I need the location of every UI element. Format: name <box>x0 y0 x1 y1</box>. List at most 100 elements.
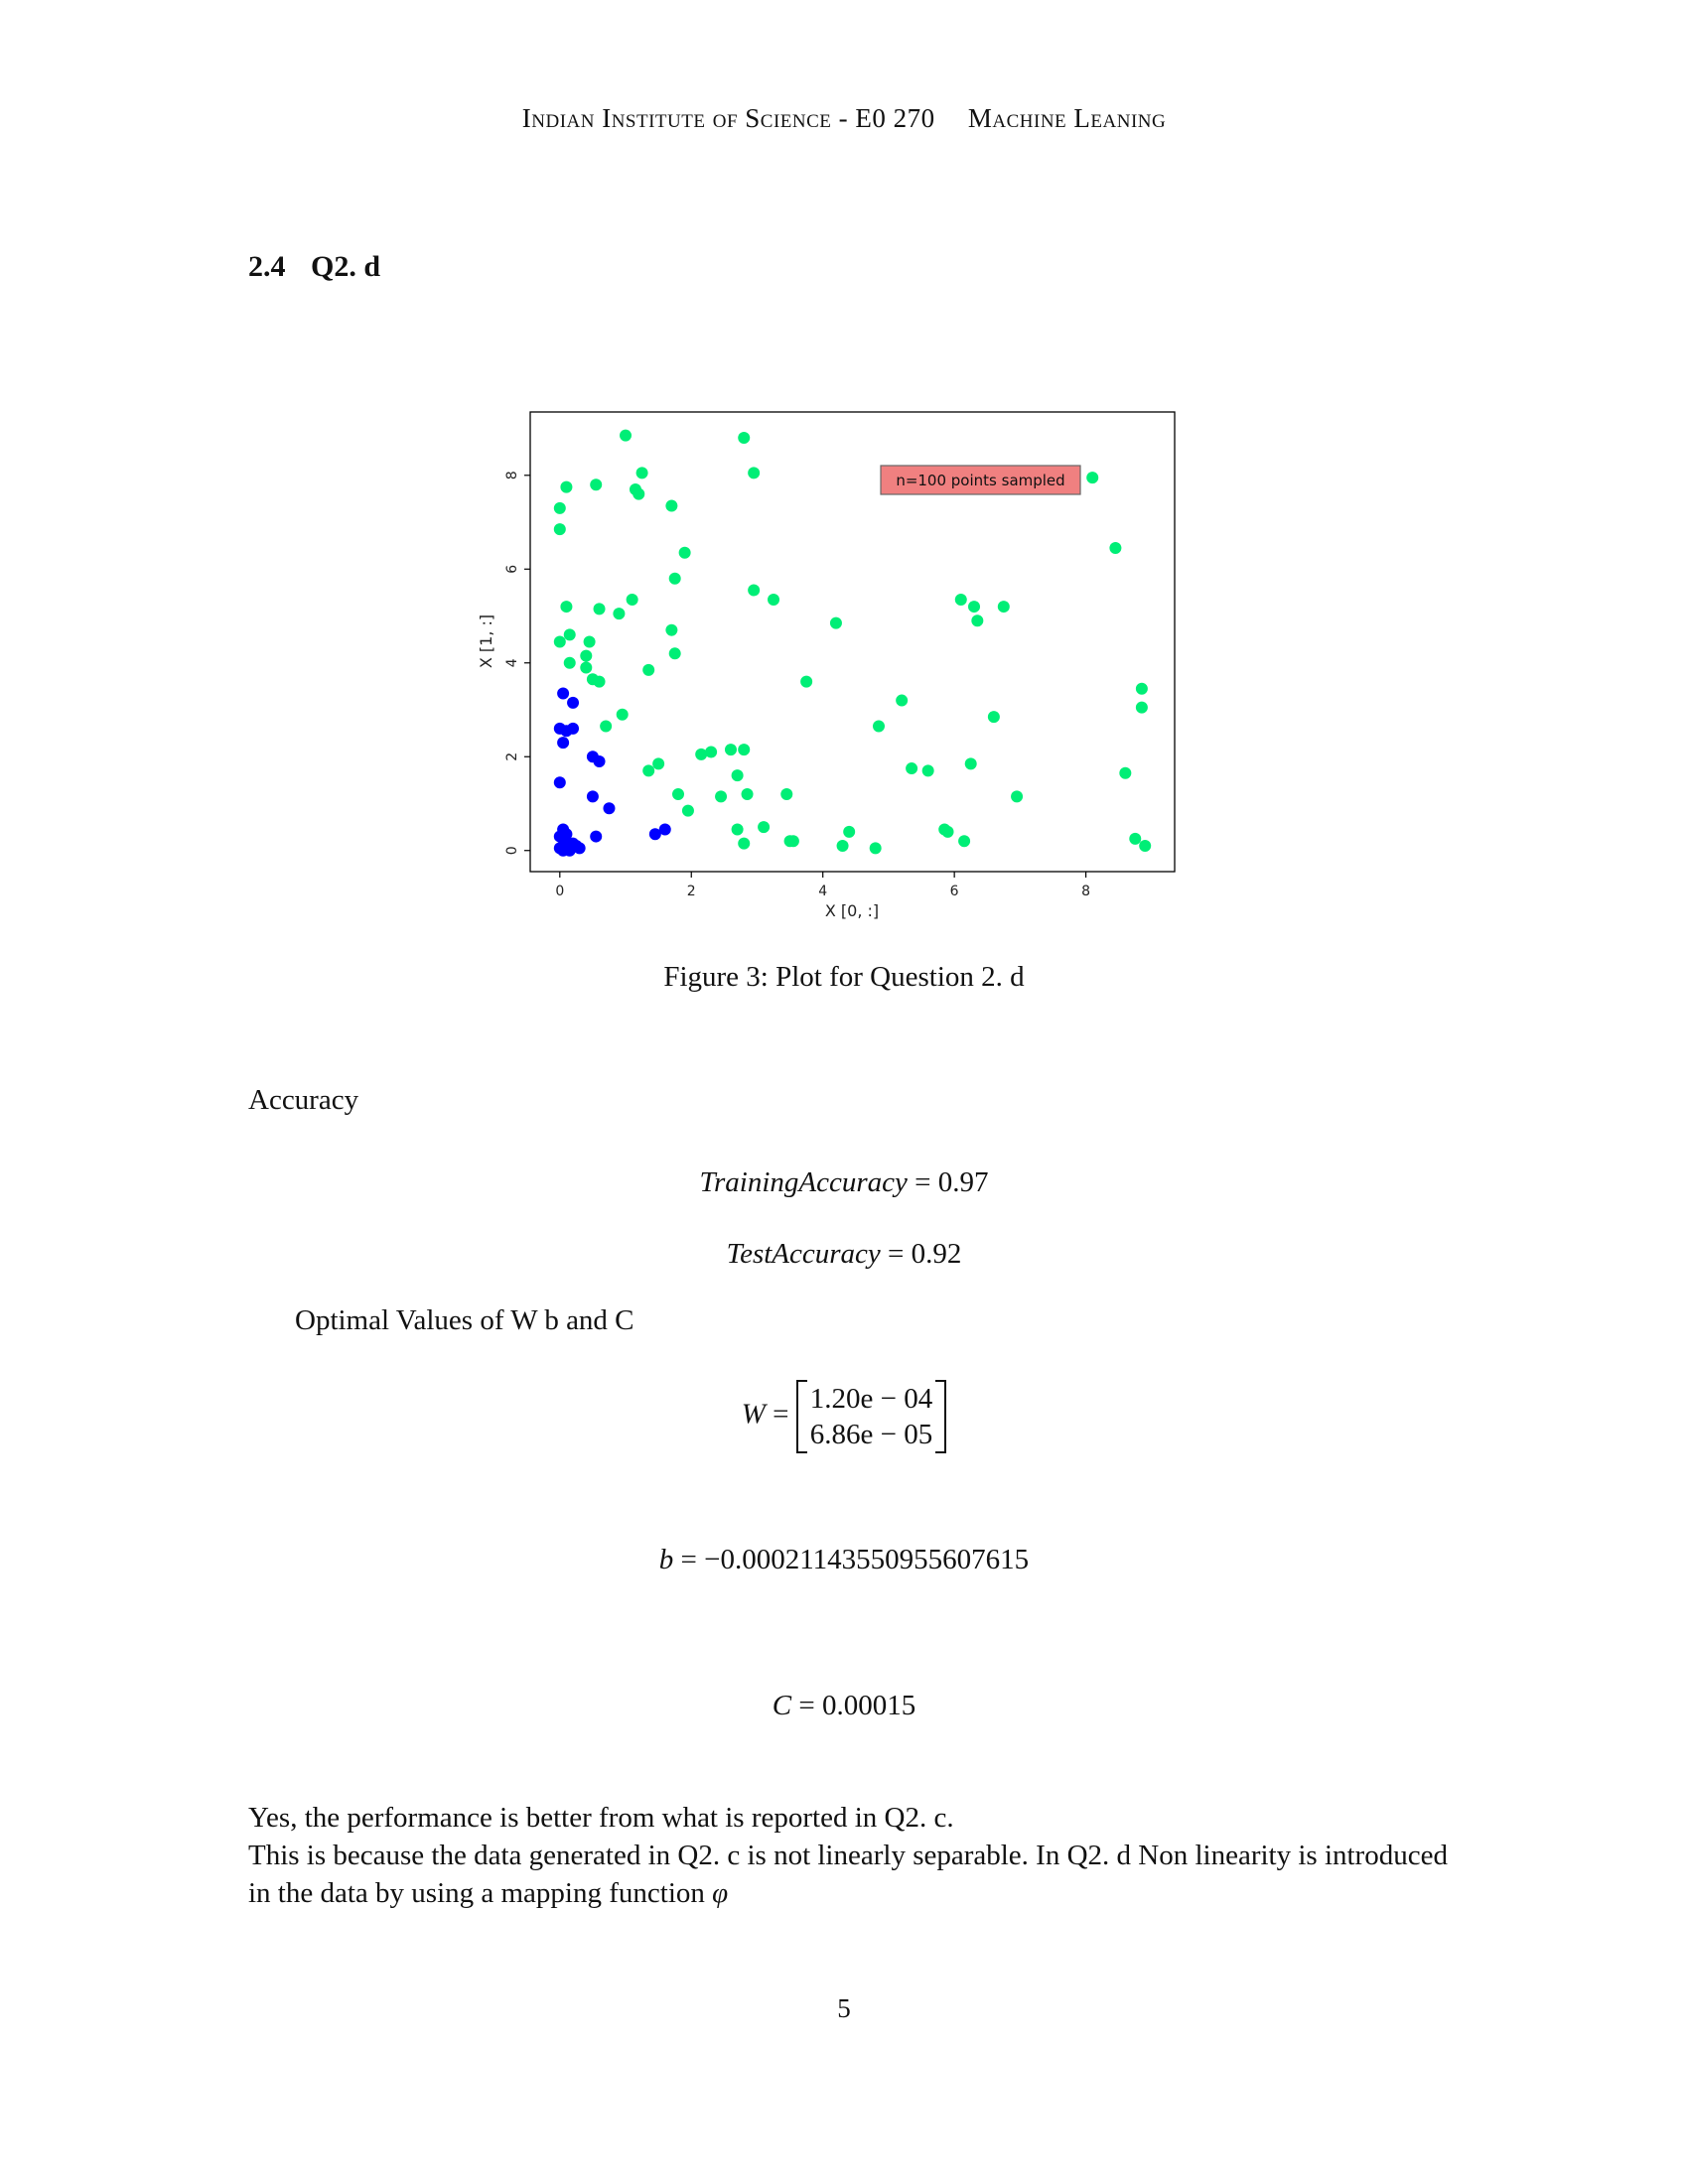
data-point <box>1135 701 1148 714</box>
data-point <box>695 748 708 760</box>
annotation-box <box>880 465 1081 495</box>
w-row-2: 6.86e − 05 <box>809 1419 933 1450</box>
data-point <box>921 764 934 777</box>
data-point <box>836 840 849 853</box>
x-tick-label: 6 <box>950 884 959 899</box>
data-point <box>780 788 793 801</box>
matrix-left-bracket <box>795 1380 807 1453</box>
page-number: 5 <box>837 1993 851 2023</box>
x-tick-label: 8 <box>1081 884 1090 899</box>
header-institute: Indian Institute of Science - E0 270 <box>521 103 935 133</box>
data-point <box>593 754 606 767</box>
data-point <box>570 840 583 853</box>
data-point <box>954 593 967 606</box>
data-point <box>652 757 665 770</box>
data-point <box>829 616 842 629</box>
data-point <box>553 776 566 789</box>
data-point <box>941 825 954 838</box>
data-point <box>968 601 981 614</box>
data-point <box>872 720 885 733</box>
data-point <box>553 523 566 536</box>
data-point <box>557 737 570 750</box>
data-point <box>590 478 603 491</box>
data-point <box>642 764 655 777</box>
b-value: −0.00021143550955607615 <box>704 1544 1030 1575</box>
data-point <box>658 823 671 836</box>
conclusion-line-2: This is because the data generated in Q2… <box>248 1837 1460 1912</box>
w-row-1: 1.20e − 04 <box>809 1383 933 1415</box>
data-point <box>987 711 1000 724</box>
test-accuracy-label: TestAccuracy <box>726 1238 881 1270</box>
data-point <box>1139 840 1152 853</box>
data-point <box>800 675 813 688</box>
data-point <box>1119 766 1132 779</box>
data-point <box>553 635 566 648</box>
data-point <box>1109 542 1122 555</box>
data-point <box>563 628 576 641</box>
data-point <box>1086 472 1099 484</box>
b-label: b <box>658 1544 674 1575</box>
data-point <box>590 830 603 843</box>
data-point <box>843 825 856 838</box>
y-tick-label: 6 <box>504 565 520 574</box>
data-point <box>741 788 754 801</box>
data-point <box>616 708 629 721</box>
data-point <box>668 647 681 660</box>
y-tick-label: 4 <box>504 658 520 667</box>
data-point <box>906 762 918 775</box>
data-point <box>580 661 593 674</box>
data-point <box>971 614 984 627</box>
w-matrix: 1.20e − 04 6.86e − 05 <box>795 1380 947 1453</box>
x-tick-label: 2 <box>687 884 696 899</box>
scatter-chart: 0 2 4 6 8 0 2 4 6 8 n=100 points sampled X [0, :]… <box>477 411 1176 920</box>
w-label: W <box>741 1398 766 1431</box>
c-label: C <box>772 1690 792 1721</box>
b-equation: b = −0.00021143550955607615 <box>658 1544 1030 1575</box>
section-heading: 2.4 Q2. d <box>248 250 380 284</box>
c-equation: C = 0.00015 <box>772 1690 916 1721</box>
data-point <box>724 744 737 756</box>
data-point <box>567 696 580 709</box>
data-point <box>603 802 616 815</box>
data-point <box>748 467 761 479</box>
data-point <box>678 546 691 559</box>
matrix-right-bracket <box>935 1380 947 1453</box>
data-point <box>738 744 751 756</box>
annotation-text: n=100 points sampled <box>896 472 1064 489</box>
y-tick-label: 2 <box>504 752 520 761</box>
data-point <box>557 840 570 853</box>
data-point <box>896 694 909 707</box>
data-point <box>553 501 566 514</box>
section-title: Q2. d <box>311 250 381 283</box>
data-point <box>600 720 613 733</box>
plot-frame <box>529 411 1176 873</box>
data-point <box>665 623 678 636</box>
header-course: Machine Leaning <box>967 103 1167 133</box>
data-point <box>786 835 799 848</box>
data-point <box>613 608 626 620</box>
conclusion-paragraph: Yes, the performance is better from what… <box>248 1799 1460 1912</box>
data-point <box>1011 790 1024 803</box>
conclusion-text: This is because the data generated in Q2… <box>248 1840 1448 1909</box>
optimal-values-heading: Optimal Values of W b and C <box>295 1304 634 1336</box>
data-point <box>593 603 606 615</box>
data-point <box>635 467 648 479</box>
y-tick-label: 0 <box>504 846 520 855</box>
test-accuracy-equation: TestAccuracy = 0.92 <box>726 1238 962 1270</box>
data-point <box>557 687 570 700</box>
data-point <box>586 790 599 803</box>
x-tick-label: 4 <box>818 884 827 899</box>
scatter-figure: 0 2 4 6 8 0 2 4 6 8 n=100 points sampled X [0, :]… <box>462 405 1216 941</box>
data-point <box>648 828 661 841</box>
page-header: Indian Institute of Science - E0 270 Mac… <box>0 103 1688 134</box>
data-point <box>758 821 771 834</box>
data-point <box>958 835 971 848</box>
accuracy-heading: Accuracy <box>248 1084 359 1116</box>
training-accuracy-value: 0.97 <box>937 1166 989 1198</box>
data-point <box>560 480 573 493</box>
data-point <box>620 429 633 442</box>
x-tick-label: 0 <box>555 884 564 899</box>
data-point <box>567 722 580 735</box>
training-accuracy-label: TrainingAccuracy <box>699 1166 908 1198</box>
data-point <box>560 601 573 614</box>
